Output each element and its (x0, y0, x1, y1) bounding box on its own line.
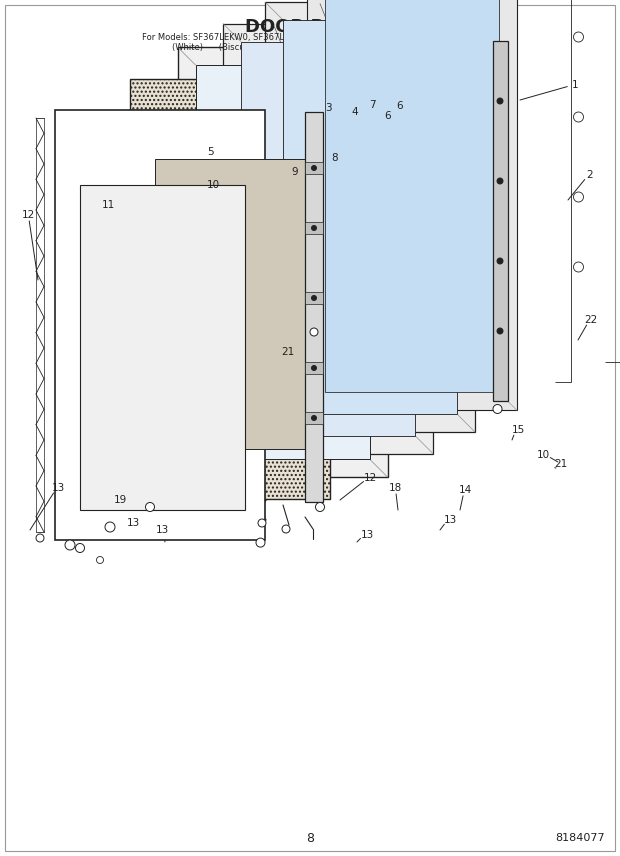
Polygon shape (55, 110, 265, 540)
Bar (305, 362, 323, 374)
Text: 18: 18 (388, 483, 402, 493)
Polygon shape (265, 2, 475, 432)
Polygon shape (241, 42, 415, 436)
Text: 14: 14 (458, 485, 472, 495)
Circle shape (497, 98, 503, 104)
Text: 2: 2 (587, 170, 593, 180)
Text: DOOR PARTS: DOOR PARTS (246, 18, 374, 36)
Circle shape (36, 534, 44, 542)
Text: 6: 6 (397, 101, 404, 111)
Text: 13: 13 (156, 525, 169, 535)
Circle shape (256, 538, 265, 547)
Circle shape (311, 415, 316, 420)
Text: 3: 3 (325, 103, 331, 113)
Text: 8: 8 (306, 831, 314, 845)
Circle shape (76, 544, 84, 552)
Circle shape (311, 366, 316, 371)
Bar (305, 222, 323, 234)
Circle shape (105, 522, 115, 532)
Circle shape (574, 112, 583, 122)
Circle shape (258, 519, 266, 527)
Polygon shape (283, 20, 457, 414)
Text: 4: 4 (352, 107, 358, 117)
Polygon shape (177, 47, 388, 477)
Text: 13: 13 (126, 518, 140, 528)
Circle shape (146, 502, 154, 512)
Circle shape (316, 502, 324, 512)
Polygon shape (155, 159, 310, 449)
Bar (305, 412, 323, 424)
Text: 13: 13 (443, 515, 456, 525)
Polygon shape (195, 65, 370, 459)
Text: 15: 15 (512, 425, 525, 435)
Circle shape (574, 192, 583, 202)
Circle shape (493, 405, 502, 413)
Text: 5: 5 (206, 147, 213, 157)
Text: 12: 12 (21, 210, 35, 220)
Bar (305, 292, 323, 304)
Text: eReplacementParts.com: eReplacementParts.com (250, 425, 370, 435)
Circle shape (497, 258, 503, 264)
Circle shape (497, 178, 503, 184)
Polygon shape (305, 112, 323, 502)
Circle shape (497, 328, 503, 334)
Text: 8184077: 8184077 (555, 833, 605, 843)
Text: 9: 9 (291, 167, 298, 177)
Text: For Models: SF367LEKW0, SF367LEKV0, SF367LEKQ0, SF367LEKT0, SF367LEKB0: For Models: SF367LEKW0, SF367LEKV0, SF36… (141, 33, 479, 42)
Text: 6: 6 (384, 111, 391, 121)
Text: 13: 13 (360, 530, 374, 540)
Text: 1: 1 (572, 80, 578, 90)
Text: 21: 21 (554, 459, 568, 469)
Text: 10: 10 (536, 450, 549, 460)
Polygon shape (307, 0, 517, 410)
Text: 10: 10 (206, 180, 219, 190)
Circle shape (311, 225, 316, 230)
Circle shape (97, 556, 104, 563)
Circle shape (282, 525, 290, 533)
Text: 7: 7 (369, 100, 375, 110)
Polygon shape (492, 41, 508, 401)
Circle shape (574, 32, 583, 42)
Text: 19: 19 (113, 495, 126, 505)
Text: 22: 22 (585, 315, 598, 325)
Bar (305, 162, 323, 174)
Circle shape (65, 540, 75, 550)
Polygon shape (130, 79, 330, 499)
Polygon shape (223, 24, 433, 454)
Text: 8: 8 (332, 153, 339, 163)
Circle shape (574, 262, 583, 272)
Text: 21: 21 (281, 347, 294, 357)
Polygon shape (325, 0, 499, 392)
Circle shape (311, 295, 316, 300)
Text: 11: 11 (102, 200, 115, 210)
Text: 12: 12 (363, 473, 376, 483)
Circle shape (311, 165, 316, 170)
Text: (White)      (Biscuit)   (Designer White) (Designer Biscuit)   (Black): (White) (Biscuit) (Designer White) (Desi… (172, 43, 448, 52)
Polygon shape (80, 185, 245, 510)
Text: 13: 13 (51, 483, 64, 493)
Circle shape (310, 328, 318, 336)
